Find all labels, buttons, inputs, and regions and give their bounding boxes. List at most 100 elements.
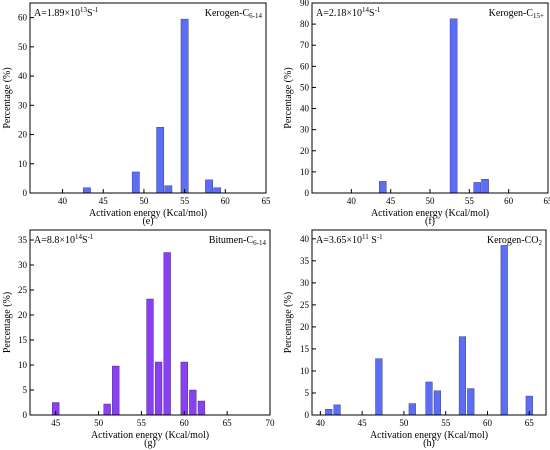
bar (103, 403, 111, 416)
legend-subscript: 15+ (533, 12, 544, 20)
annotation-unit-exponent: -1 (88, 233, 94, 241)
series-legend: Kerogen-C6-14 (205, 8, 263, 20)
bar (325, 409, 333, 416)
y-tick-label: 30 (18, 100, 28, 110)
annotation-base: A=8.8×10 (34, 235, 75, 246)
series-legend: Kerogen-C15+ (489, 8, 544, 20)
y-tick-label: 40 (300, 104, 310, 114)
bar (458, 336, 466, 416)
panel-label: (h) (423, 438, 435, 449)
y-axis-label: Percentage (%) (283, 292, 294, 353)
bar (408, 403, 416, 416)
x-tick-label: 60 (221, 196, 231, 206)
annotation-exponent: 14 (75, 233, 83, 241)
legend-subscript: 6-14 (253, 239, 266, 247)
annotation-exponent: 14 (362, 6, 370, 14)
y-tick-label: 0 (23, 410, 28, 420)
x-tick-label: 50 (94, 418, 104, 428)
bar (146, 298, 154, 416)
bar (375, 358, 383, 416)
bar (163, 252, 171, 416)
y-tick-label: 0 (23, 188, 28, 198)
y-tick-label: 40 (18, 71, 28, 81)
bar (449, 18, 458, 194)
y-tick-label: 35 (18, 235, 28, 245)
y-tick-label: 20 (18, 130, 28, 140)
y-tick-label: 20 (300, 146, 310, 156)
legend-base: Kerogen-CO (487, 235, 539, 246)
legend-base: Kerogen-C (205, 8, 250, 19)
bar (83, 187, 91, 194)
x-tick-label: 50 (399, 418, 409, 428)
bar (189, 389, 197, 416)
bar (112, 365, 120, 416)
y-tick-label: 90 (300, 0, 310, 8)
annotation-unit-exponent: -1 (377, 233, 383, 241)
pre-exponential-annotation: A=3.65×1011 S-1 (316, 233, 383, 246)
x-axis-label: Activation energy (Kcal/mol) (370, 430, 488, 441)
annotation-unit-exponent: -1 (93, 6, 99, 14)
y-tick-label: 60 (300, 61, 310, 71)
bar (481, 179, 489, 194)
bar (467, 388, 475, 416)
pre-exponential-annotation: A=8.8×1014S-1 (34, 233, 94, 246)
y-tick-label: 20 (300, 322, 310, 332)
plot-frame (311, 2, 549, 194)
x-tick-label: 65 (262, 196, 272, 206)
legend-subscript: 6-14 (249, 12, 262, 20)
x-tick-label: 60 (483, 418, 493, 428)
annotation-exponent: 13 (80, 6, 88, 14)
y-tick-label: 10 (300, 167, 310, 177)
x-tick-label: 55 (465, 196, 475, 206)
x-axis-label: Activation energy (Kcal/mol) (371, 208, 489, 219)
panel-label: (g) (144, 438, 156, 449)
x-tick-label: 40 (347, 196, 357, 206)
x-tick-label: 45 (386, 196, 396, 206)
bar (213, 187, 222, 194)
annotation-exponent: 11 (362, 233, 369, 241)
bar (333, 404, 341, 416)
y-tick-label: 5 (23, 385, 28, 395)
bar (379, 181, 387, 194)
bar (154, 361, 163, 416)
x-tick-label: 65 (544, 196, 550, 206)
bar (425, 381, 433, 416)
y-tick-label: 30 (18, 260, 28, 270)
x-tick-label: 55 (441, 418, 451, 428)
annotation-base: A=3.65×10 (316, 235, 362, 246)
y-tick-label: 10 (18, 159, 28, 169)
annotation-unit: S (369, 8, 375, 19)
bar (473, 182, 481, 194)
pre-exponential-annotation: A=1.89×1013S-1 (34, 6, 99, 19)
x-tick-label: 40 (58, 196, 68, 206)
bar (164, 185, 173, 194)
plot-frame (311, 229, 547, 416)
y-tick-label: 40 (300, 234, 310, 244)
y-tick-label: 0 (305, 188, 310, 198)
annotation-base: A=1.89×10 (34, 8, 80, 19)
panel-g: 45 50 55 60 65 70 0 5 10 15 20 25 30 35 Activation ene… (2, 229, 275, 449)
annotation-unit: S (369, 235, 377, 246)
x-tick-label: 55 (180, 196, 190, 206)
annotation-unit: S (82, 235, 88, 246)
y-axis-label: Percentage (%) (2, 292, 13, 353)
y-tick-label: 50 (18, 42, 28, 52)
legend-base: Bitumen-C (209, 235, 254, 246)
x-tick-label: 55 (137, 418, 147, 428)
y-tick-label: 70 (300, 40, 310, 50)
x-tick-label: 45 (99, 196, 109, 206)
x-tick-label: 60 (504, 196, 514, 206)
y-tick-label: 0 (305, 410, 310, 420)
y-tick-label: 80 (300, 19, 310, 29)
bar (180, 18, 189, 194)
x-tick-label: 45 (358, 418, 368, 428)
x-axis-label: Activation energy (Kcal/mol) (91, 430, 209, 441)
x-axis-label: Activation energy (Kcal/mol) (89, 208, 207, 219)
plot-frame (29, 2, 267, 194)
y-tick-label: 20 (18, 310, 28, 320)
legend-subscript: 2 (539, 239, 543, 247)
y-tick-label: 50 (300, 82, 310, 92)
bar (500, 245, 508, 416)
series-legend: Bitumen-C6-14 (209, 235, 267, 247)
